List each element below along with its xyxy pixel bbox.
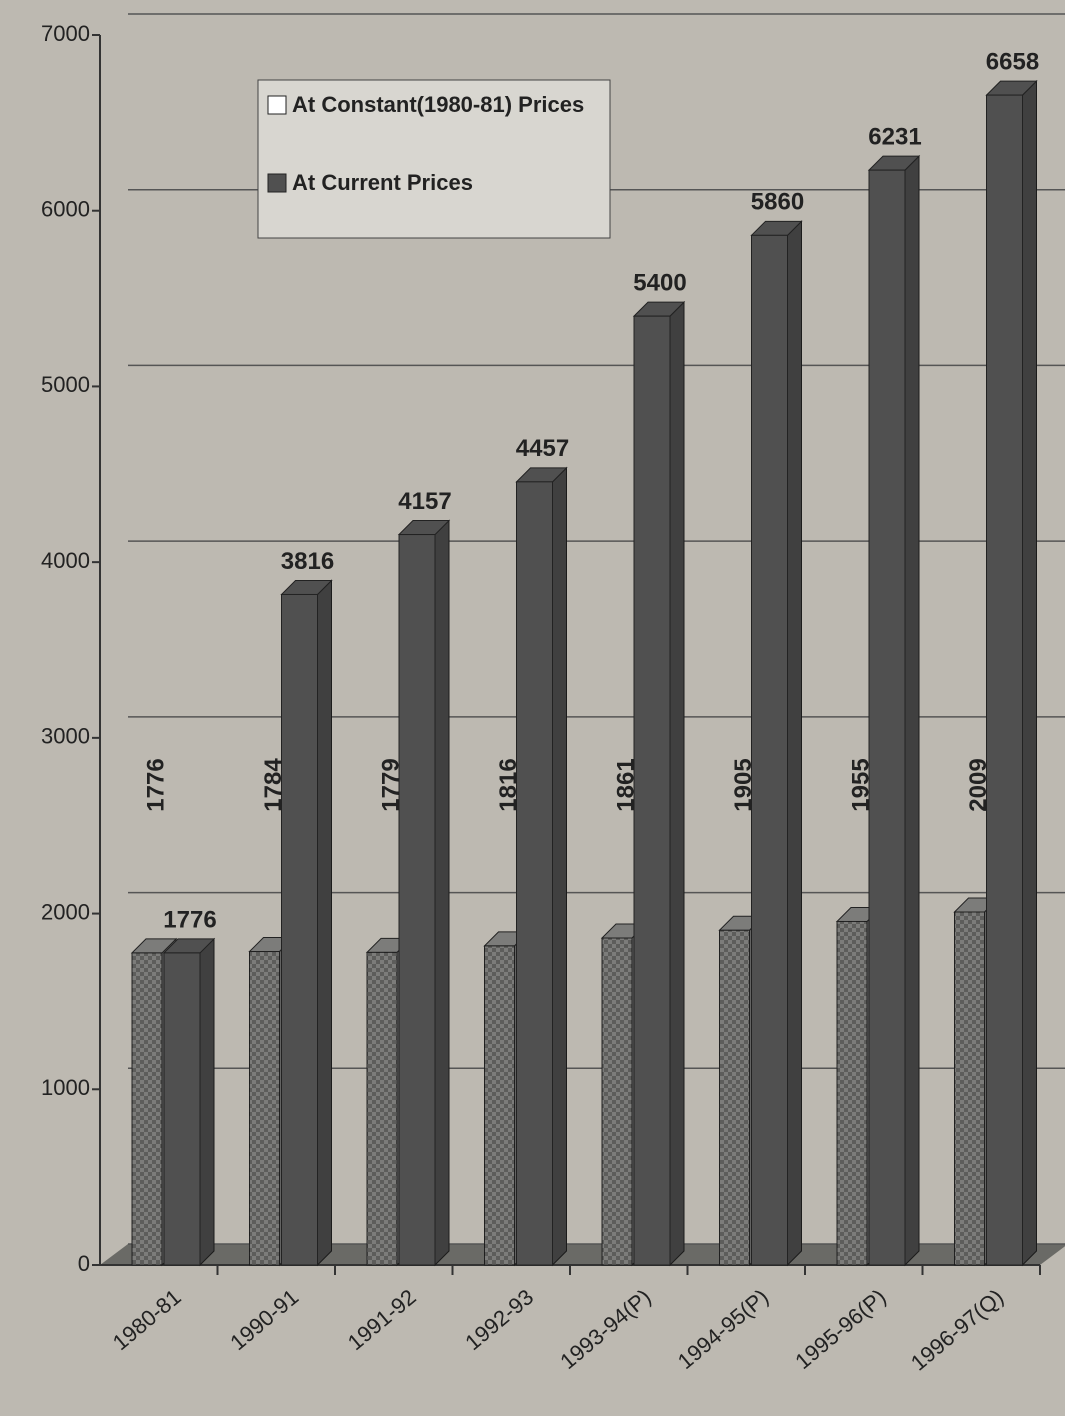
data-label: 6658 bbox=[986, 48, 1039, 75]
bar bbox=[633, 315, 671, 1266]
legend-swatch bbox=[267, 173, 287, 193]
data-label: 4457 bbox=[516, 435, 569, 462]
bar bbox=[281, 593, 318, 1266]
bar-pattern bbox=[954, 911, 985, 1265]
bar-pattern bbox=[249, 951, 280, 1265]
bar bbox=[516, 481, 553, 1266]
bar bbox=[163, 952, 201, 1266]
x-tick-label: 1993-94(P) bbox=[555, 1284, 655, 1374]
y-tick-label: 6000 bbox=[41, 197, 90, 222]
x-tick-label: 1996-97(Q) bbox=[906, 1284, 1008, 1375]
data-label: 1776 bbox=[142, 758, 169, 811]
bar bbox=[986, 94, 1023, 1266]
bar-pattern bbox=[132, 952, 162, 1265]
y-tick-label: 5000 bbox=[41, 372, 90, 397]
bar-side bbox=[552, 466, 567, 1267]
x-tick-label: 1995-96(P) bbox=[790, 1284, 890, 1374]
data-label: 3816 bbox=[281, 548, 334, 575]
bar-side bbox=[1022, 79, 1037, 1267]
bar-pattern bbox=[602, 937, 632, 1265]
data-label: 4157 bbox=[398, 488, 451, 515]
y-tick-label: 4000 bbox=[41, 548, 90, 573]
data-label: 5860 bbox=[751, 189, 804, 216]
legend-swatch bbox=[267, 95, 287, 115]
legend-box bbox=[257, 79, 611, 239]
legend-label: At Constant(1980-81) Prices bbox=[292, 92, 584, 117]
y-tick-label: 0 bbox=[78, 1251, 90, 1276]
x-tick-label: 1992-93 bbox=[460, 1284, 538, 1355]
data-label: 6231 bbox=[868, 123, 921, 150]
bar-side bbox=[787, 220, 802, 1267]
y-tick-label: 3000 bbox=[41, 724, 90, 749]
bar-side bbox=[317, 579, 332, 1267]
floor bbox=[100, 1244, 1065, 1265]
bar bbox=[751, 234, 788, 1266]
data-label: 5400 bbox=[633, 269, 686, 296]
data-label: 1776 bbox=[163, 906, 216, 933]
bar-pattern bbox=[837, 921, 867, 1265]
x-tick-label: 1990-91 bbox=[225, 1284, 303, 1355]
bar bbox=[868, 169, 906, 1266]
bar bbox=[398, 534, 436, 1266]
bar-pattern bbox=[367, 952, 397, 1265]
x-tick-label: 1994-95(P) bbox=[673, 1284, 773, 1374]
y-tick-label: 2000 bbox=[41, 899, 90, 924]
legend: At Constant(1980-81) Prices At Current Pr… bbox=[257, 79, 611, 239]
y-tick-label: 7000 bbox=[41, 21, 90, 46]
legend-label: At Current Prices bbox=[292, 170, 473, 195]
bar-pattern bbox=[484, 945, 515, 1265]
bar-side bbox=[434, 519, 450, 1267]
x-tick-label: 1980-81 bbox=[108, 1284, 186, 1355]
bar-side bbox=[199, 937, 215, 1267]
bar-side bbox=[904, 154, 920, 1267]
bar-pattern bbox=[719, 930, 750, 1265]
x-tick-label: 1991-92 bbox=[343, 1284, 421, 1355]
bar-side bbox=[669, 300, 685, 1267]
y-tick-label: 1000 bbox=[41, 1075, 90, 1100]
